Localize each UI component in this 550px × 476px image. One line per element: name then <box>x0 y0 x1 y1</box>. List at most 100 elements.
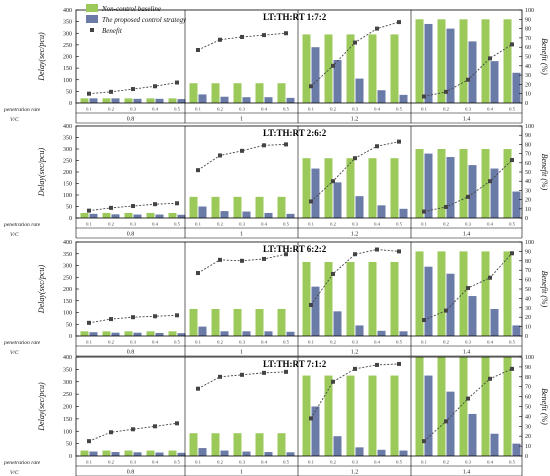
y-tick-label-left: 300 <box>63 31 72 37</box>
proposed-bar <box>111 214 120 218</box>
y-tick-label-right: 0 <box>525 454 528 460</box>
y-tick-label-right: 70 <box>525 36 531 42</box>
vc-label: V/C <box>10 232 19 238</box>
y-tick-label-left: 100 <box>63 429 72 435</box>
y-tick-label-right: 80 <box>525 27 531 33</box>
baseline-bar <box>233 196 242 218</box>
benefit-point <box>175 80 179 85</box>
proposed-bar <box>177 99 186 103</box>
proposed-bar <box>89 451 98 456</box>
proposed-bar <box>89 213 98 218</box>
y-tick-label-left: 400 <box>63 355 72 361</box>
sub-category-label: 0.1 <box>195 340 201 345</box>
y-tick-label-left: 0 <box>69 454 72 460</box>
group-label: 1.2 <box>351 232 359 238</box>
legend-label-baseline: Non-control baseline <box>101 5 161 13</box>
y-tick-label-left: 0 <box>69 334 72 340</box>
proposed-bar <box>355 196 364 218</box>
baseline-bar <box>302 375 311 456</box>
benefit-point <box>196 168 200 173</box>
baseline-bar <box>346 261 355 336</box>
proposed-bar <box>286 97 295 103</box>
baseline-bar <box>189 308 198 336</box>
sub-category-label: 0.4 <box>152 340 158 345</box>
benefit-point <box>510 42 514 47</box>
sub-category-label: 0.3 <box>465 460 471 465</box>
benefit-point <box>444 204 448 209</box>
benefit-point <box>510 251 514 256</box>
sub-category-label: 0.5 <box>396 460 402 465</box>
proposed-bar <box>311 47 320 103</box>
baseline-bar <box>80 450 89 456</box>
baseline-bar <box>415 251 424 336</box>
y-tick-label-right: 10 <box>525 92 531 98</box>
proposed-bar <box>198 206 207 218</box>
benefit-line <box>423 159 513 213</box>
y-tick-label-right: 30 <box>525 73 531 79</box>
benefit-point <box>153 202 157 207</box>
proposed-bar <box>198 326 207 336</box>
benefit-point <box>510 158 514 163</box>
group-label: 1.4 <box>463 350 471 356</box>
baseline-bar <box>503 149 512 218</box>
y-tick-label-right: 80 <box>525 142 531 148</box>
sub-category-label: 0.2 <box>108 460 114 465</box>
benefit-point <box>218 153 222 158</box>
proposed-bar <box>468 413 477 456</box>
y-axis-label-left: Delay(sec/pcu) <box>37 264 46 314</box>
proposed-bar <box>220 211 229 218</box>
benefit-point <box>153 314 157 319</box>
y-tick-label-left: 200 <box>63 405 72 411</box>
benefit-point <box>131 87 135 92</box>
baseline-bar <box>168 331 177 336</box>
y-axis-label-left: Delay(sec/pcu) <box>37 147 46 197</box>
benefit-point <box>240 148 244 153</box>
baseline-bar <box>233 433 242 456</box>
y-tick-label-left: 50 <box>66 205 72 211</box>
benefit-point <box>397 361 401 366</box>
sub-category-label: 0.3 <box>352 107 358 112</box>
proposed-bar <box>220 450 229 456</box>
benefit-point <box>375 247 379 252</box>
benefit-point <box>422 439 426 444</box>
panel-title: LT:TH:RT 2:6:2 <box>263 128 327 138</box>
y-tick-label-left: 200 <box>63 170 72 176</box>
benefit-point <box>331 179 335 184</box>
benefit-point <box>488 179 492 184</box>
benefit-point <box>309 84 313 89</box>
benefit-point <box>331 271 335 276</box>
benefit-line <box>310 249 400 306</box>
legend-swatch-baseline <box>86 4 98 12</box>
y-tick-label-right: 40 <box>525 64 531 70</box>
proposed-bar <box>468 165 477 218</box>
benefit-point <box>375 144 379 149</box>
sub-category-label: 0.3 <box>130 460 136 465</box>
proposed-bar <box>155 452 164 456</box>
baseline-bar <box>146 331 155 336</box>
y-tick-label-right: 100 <box>525 355 534 361</box>
sub-category-label: 0.3 <box>239 107 245 112</box>
sub-category-label: 0.1 <box>86 340 92 345</box>
proposed-bar <box>89 98 98 103</box>
baseline-bar <box>481 357 490 456</box>
baseline-bar <box>437 149 446 218</box>
sub-category-label: 0.4 <box>152 222 158 227</box>
y-tick-label-right: 50 <box>525 287 531 293</box>
benefit-point <box>488 56 492 61</box>
benefit-point <box>422 318 426 323</box>
proposed-bar <box>242 97 251 103</box>
y-tick-label-left: 250 <box>63 43 72 49</box>
baseline-bar <box>189 196 198 218</box>
group-label: 0.8 <box>127 232 135 238</box>
y-tick-label-left: 350 <box>63 20 72 26</box>
baseline-bar <box>302 261 311 336</box>
baseline-bar <box>102 98 111 103</box>
benefit-point <box>284 31 288 36</box>
sub-category-label: 0.1 <box>421 222 427 227</box>
benefit-point <box>510 366 514 371</box>
proposed-bar <box>311 286 320 336</box>
group-label: 0.8 <box>127 350 135 356</box>
proposed-bar <box>133 452 142 456</box>
y-tick-label-left: 250 <box>63 275 72 281</box>
sub-category-label: 0.4 <box>261 340 267 345</box>
